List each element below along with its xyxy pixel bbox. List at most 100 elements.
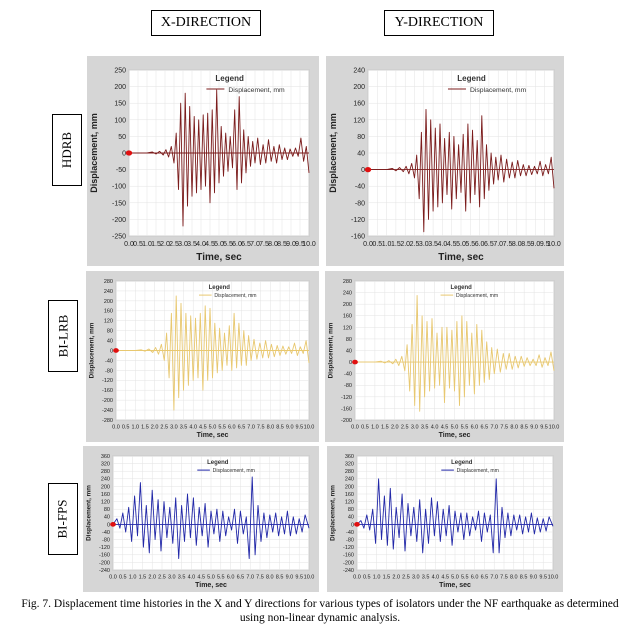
y-tick-label: 200 [343, 302, 352, 308]
x-tick-label: 6.5 [481, 425, 489, 431]
y-direction-header-text: Y-DIRECTION [394, 15, 484, 30]
x-tick-label: 5.5 [223, 241, 233, 248]
x-tick-label: 7.0 [250, 241, 260, 248]
x-tick-label: 5.0 [451, 425, 459, 431]
x-tick-label: 0.5 [119, 575, 127, 581]
x-tick-label: 6.0 [228, 425, 236, 431]
x-tick-label: 8.5 [276, 425, 284, 431]
origin-marker [110, 522, 116, 527]
x-tick-label: 4.5 [441, 575, 449, 581]
x-tick-label: 4.0 [196, 241, 206, 248]
x-tick-label: 8.5 [521, 241, 531, 248]
x-tick-label: 5.5 [461, 575, 469, 581]
legend-series-label: Displacement, mm [470, 87, 527, 94]
y-tick-label: 280 [345, 469, 354, 475]
x-tick-label: 2.0 [391, 425, 399, 431]
x-tick-label: 4.0 [438, 241, 448, 248]
x-tick-label: 7.0 [247, 425, 255, 431]
x-tick-label: 7.5 [257, 425, 265, 431]
y-tick-label: 240 [345, 477, 354, 483]
x-tick-label: 8.0 [266, 575, 274, 581]
x-tick-label: 0.0 [109, 575, 117, 581]
x-tick-label: 6.5 [241, 241, 251, 248]
y-tick-label: -120 [341, 395, 352, 401]
series-line [116, 295, 310, 411]
y-tick-label: -100 [112, 184, 126, 191]
x-tick-label: 8.0 [267, 425, 275, 431]
y-tick-label: -200 [99, 560, 110, 566]
chart-panel-bi-lrb-y: 280 240 200 160 120 80 40 0 -40 -80 -120 -160 -200 0.… [325, 271, 564, 442]
x-axis-title: Time, sec [438, 252, 484, 263]
row-label-bi-lrb: BI-LRB [48, 300, 78, 372]
x-direction-header: X-DIRECTION [151, 10, 261, 36]
x-tick-label: 6.0 [471, 575, 479, 581]
y-tick-label: -120 [99, 545, 110, 551]
y-tick-label: -80 [355, 200, 365, 207]
x-tick-label: 2.0 [160, 241, 170, 248]
y-tick-label: 200 [345, 484, 354, 490]
y-tick-label: 150 [114, 101, 126, 108]
y-tick-label: 50 [118, 134, 126, 141]
x-tick-label: 9.5 [539, 575, 547, 581]
x-tick-label: 8.0 [268, 241, 278, 248]
y-tick-label: 0 [361, 167, 365, 174]
y-tick-label: 40 [357, 150, 365, 157]
x-tick-label: 0.0 [351, 425, 359, 431]
origin-marker [354, 522, 360, 527]
y-direction-header: Y-DIRECTION [384, 10, 494, 36]
x-tick-label: 3.5 [180, 425, 188, 431]
y-axis-title: Displacement, mm [89, 113, 99, 193]
x-tick-label: 0.0 [112, 425, 120, 431]
y-tick-label: -200 [112, 217, 126, 224]
x-tick-label: 5.0 [451, 575, 459, 581]
y-tick-label: -40 [355, 184, 365, 191]
x-tick-label: 2.0 [148, 575, 156, 581]
x-tick-label: 2.5 [410, 241, 420, 248]
x-tick-label: 7.0 [493, 241, 503, 248]
y-tick-label: -40 [344, 372, 352, 378]
x-tick-label: 5.0 [207, 575, 215, 581]
legend-series-label: Displacement, mm [214, 293, 256, 299]
legend-title: Legend [209, 285, 231, 291]
y-tick-label: 80 [104, 507, 110, 513]
y-tick-label: 120 [353, 117, 365, 124]
y-tick-label: -50 [116, 167, 126, 174]
x-tick-label: 1.0 [371, 425, 379, 431]
y-tick-label: 200 [353, 84, 365, 91]
x-tick-label: 4.5 [197, 575, 205, 581]
y-axis-title: Displacement, mm [330, 485, 337, 541]
y-tick-label: 40 [346, 348, 352, 354]
series-line [356, 478, 554, 554]
x-tick-label: 3.5 [178, 575, 186, 581]
x-tick-label: 2.5 [402, 575, 410, 581]
x-tick-label: 8.5 [520, 575, 528, 581]
y-tick-label: -200 [102, 398, 113, 404]
y-tick-label: 0 [122, 150, 126, 157]
y-tick-label: 0 [110, 348, 113, 354]
y-tick-label: -80 [346, 538, 354, 544]
x-tick-label: 3.0 [411, 425, 419, 431]
y-tick-label: -80 [105, 368, 113, 374]
y-tick-label: 80 [348, 507, 354, 513]
y-tick-label: 200 [101, 484, 110, 490]
x-tick-label: 1.0 [131, 425, 139, 431]
x-tick-label: 6.0 [471, 425, 479, 431]
row-label-bi-fps-text: BI-FPS [55, 499, 70, 539]
y-tick-label: 40 [104, 515, 110, 521]
legend-title: Legend [215, 74, 244, 83]
x-tick-label: 1.5 [381, 425, 389, 431]
x-tick-label: 5.0 [456, 241, 466, 248]
y-axis-title: Displacement, mm [328, 322, 335, 378]
y-tick-label: -40 [105, 358, 113, 364]
x-tick-label: 7.5 [500, 425, 508, 431]
legend-series-label: Displacement, mm [456, 293, 498, 299]
chart-panel-hdrb-x: 250 200 150 100 50 0 -50 -100 -150 -200 -250 0.0 0.5… [87, 56, 319, 266]
x-tick-label: 3.5 [187, 241, 197, 248]
y-tick-label: 120 [101, 500, 110, 506]
x-tick-label: 9.0 [286, 425, 294, 431]
x-axis-title: Time, sec [439, 432, 471, 439]
x-tick-label: 10.0 [304, 575, 315, 581]
x-tick-label: 9.5 [540, 425, 548, 431]
series-line [368, 108, 555, 233]
